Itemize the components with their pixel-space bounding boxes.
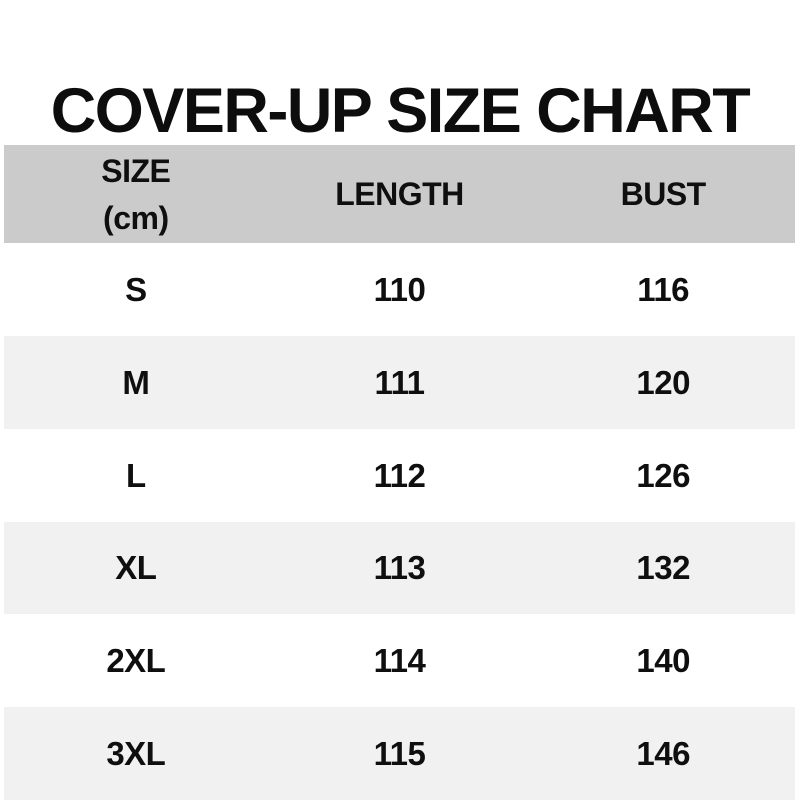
table-row-l: L 112 126 bbox=[4, 428, 795, 522]
bust-value: 120 bbox=[636, 363, 690, 401]
size-value: 2XL bbox=[106, 642, 166, 680]
length-value: 115 bbox=[373, 735, 426, 773]
table-row-3xl: 3XL 115 146 bbox=[4, 707, 795, 800]
table-row-2xl: 2XL 114 140 bbox=[4, 614, 795, 708]
column-header-length: LENGTH bbox=[335, 176, 464, 212]
table-row-xl: XL 113 132 bbox=[4, 521, 795, 615]
size-value: M bbox=[122, 363, 150, 401]
size-value: S bbox=[125, 270, 147, 308]
table-row-s: S 110 116 bbox=[4, 243, 795, 336]
table-row-m: M 111 120 bbox=[4, 335, 795, 429]
table-header-row: SIZE (cm) LENGTH BUST bbox=[4, 145, 795, 243]
column-header-bust: BUST bbox=[620, 176, 707, 212]
bust-value: 126 bbox=[636, 456, 690, 494]
length-value: 113 bbox=[373, 549, 426, 587]
size-value: XL bbox=[115, 549, 157, 587]
column-header-size: SIZE (cm) bbox=[4, 155, 268, 234]
length-value: 112 bbox=[373, 456, 426, 494]
page-title: COVER-UP SIZE CHART bbox=[50, 76, 751, 147]
bust-value: 116 bbox=[637, 270, 690, 308]
length-value: 110 bbox=[373, 270, 426, 308]
length-value: 114 bbox=[373, 642, 426, 680]
size-value: 3XL bbox=[106, 735, 166, 773]
bust-value: 146 bbox=[636, 735, 690, 773]
length-value: 111 bbox=[374, 363, 425, 401]
size-chart-table: SIZE (cm) LENGTH BUST S 110 116 M 111 12… bbox=[4, 145, 795, 800]
bust-value: 132 bbox=[636, 549, 690, 587]
size-value: L bbox=[125, 456, 146, 494]
size-header-label: SIZE bbox=[101, 152, 171, 189]
bust-value: 140 bbox=[636, 642, 690, 680]
size-header-unit: (cm) bbox=[103, 199, 169, 236]
